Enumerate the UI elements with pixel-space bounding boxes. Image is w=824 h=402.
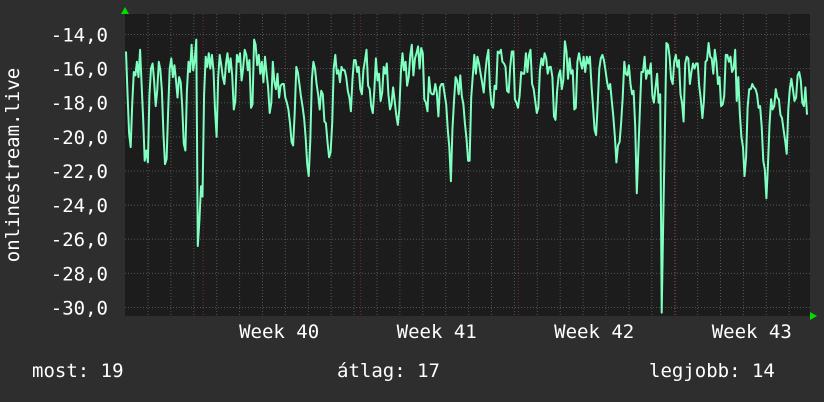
y-tick-label: -24,0	[51, 195, 108, 217]
y-tick-label: -18,0	[51, 93, 108, 115]
x-axis-arrow	[810, 312, 817, 320]
series-line	[125, 38, 808, 314]
y-axis-arrow	[121, 7, 129, 14]
y-axis-label: onlinestream.live	[2, 68, 24, 262]
current-value: most: 19	[32, 360, 124, 382]
y-tick-label: -16,0	[51, 59, 108, 81]
x-tick-label: Week 42	[554, 321, 634, 343]
x-tick-label: Week 43	[712, 321, 792, 343]
y-tick-label: -20,0	[51, 127, 108, 149]
y-tick-label: -22,0	[51, 161, 108, 183]
x-axis: Week 40 Week 41 Week 42 Week 43	[239, 321, 792, 343]
y-tick-label: -26,0	[51, 229, 108, 251]
y-tick-label: -28,0	[51, 263, 108, 285]
y-axis: -14,0 -16,0 -18,0 -20,0 -22,0 -24,0 -26,0 -28,0…	[51, 24, 108, 319]
average-value: átlag: 17	[337, 360, 440, 382]
x-tick-label: Week 41	[397, 321, 477, 343]
y-tick-label: -30,0	[51, 297, 108, 319]
y-tick-label: -14,0	[51, 24, 108, 46]
best-value: legjobb: 14	[649, 360, 775, 382]
x-tick-label: Week 40	[239, 321, 319, 343]
